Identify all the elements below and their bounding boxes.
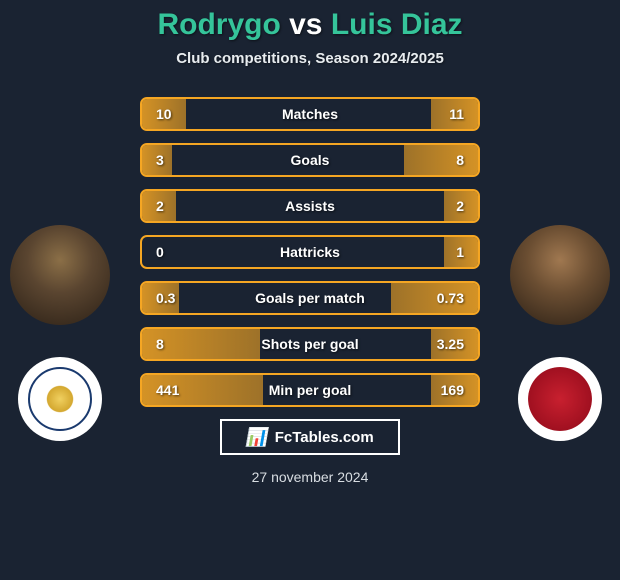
stat-label: Matches (202, 106, 418, 122)
stat-label: Assists (202, 198, 418, 214)
stat-label: Goals (202, 152, 418, 168)
liverpool-crest-icon (528, 367, 592, 431)
stat-row: 0.3Goals per match0.73 (140, 281, 480, 315)
chart-icon: 📊 (245, 428, 271, 446)
comparison-title: Rodrygo vs Luis Diaz (0, 8, 620, 42)
stat-value-left: 0 (142, 244, 202, 260)
content-area: 10Matches113Goals82Assists20Hattricks10.… (0, 97, 620, 485)
stat-row: 2Assists2 (140, 189, 480, 223)
title-player1: Rodrygo (157, 8, 280, 41)
stat-label: Min per goal (202, 382, 418, 398)
stat-label: Shots per goal (202, 336, 418, 352)
stat-row: 8Shots per goal3.25 (140, 327, 480, 361)
player2-photo (510, 225, 610, 325)
stat-value-right: 8 (418, 152, 478, 168)
real-madrid-crest-icon (28, 367, 92, 431)
stat-row: 3Goals8 (140, 143, 480, 177)
title-vs: vs (289, 8, 322, 41)
stat-value-left: 0.3 (142, 290, 202, 306)
header: Rodrygo vs Luis Diaz Club competitions, … (0, 0, 620, 67)
stat-value-right: 2 (418, 198, 478, 214)
club2-badge (518, 357, 602, 441)
stat-label: Hattricks (202, 244, 418, 260)
subtitle: Club competitions, Season 2024/2025 (0, 50, 620, 67)
stat-value-right: 0.73 (418, 290, 478, 306)
stat-row: 441Min per goal169 (140, 373, 480, 407)
stat-value-right: 169 (418, 382, 478, 398)
stat-value-left: 3 (142, 152, 202, 168)
stat-value-left: 2 (142, 198, 202, 214)
branding-text: FcTables.com (275, 429, 374, 446)
stat-value-right: 3.25 (418, 336, 478, 352)
stat-value-left: 10 (142, 106, 202, 122)
stat-row: 0Hattricks1 (140, 235, 480, 269)
branding-box: 📊 FcTables.com (220, 419, 400, 455)
player1-photo (10, 225, 110, 325)
stat-value-left: 441 (142, 382, 202, 398)
stat-label: Goals per match (202, 290, 418, 306)
stats-column: 10Matches113Goals82Assists20Hattricks10.… (140, 97, 480, 407)
stat-value-right: 1 (418, 244, 478, 260)
stat-value-left: 8 (142, 336, 202, 352)
club1-badge (18, 357, 102, 441)
stat-value-right: 11 (418, 106, 478, 122)
stat-row: 10Matches11 (140, 97, 480, 131)
title-player2: Luis Diaz (331, 8, 463, 41)
date-label: 27 november 2024 (0, 469, 620, 485)
